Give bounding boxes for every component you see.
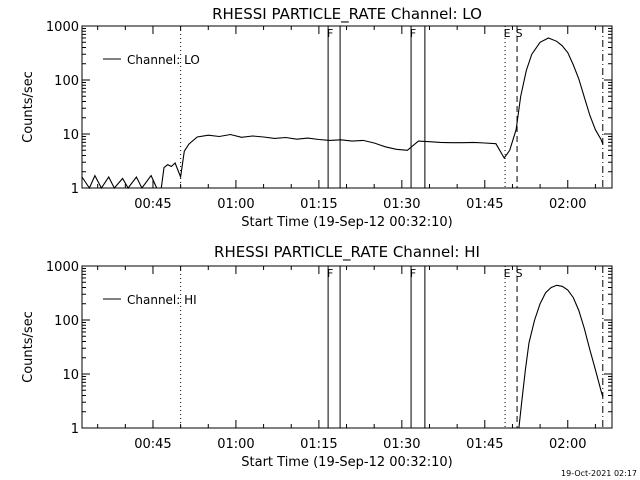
legend-label: Channel: HI bbox=[127, 293, 197, 307]
x-tick-label: 01:45 bbox=[466, 437, 503, 452]
x-axis-label: Start Time (19-Sep-12 00:32:10) bbox=[241, 455, 452, 470]
x-tick-label: 02:00 bbox=[549, 437, 586, 452]
y-tick-label: 1 bbox=[71, 422, 79, 437]
x-tick-label: 01:15 bbox=[300, 437, 337, 452]
chart-title: RHESSI PARTICLE_RATE Channel: LO bbox=[212, 5, 482, 24]
event-marker-label: F bbox=[410, 267, 416, 280]
plot-frame bbox=[81, 265, 613, 429]
y-tick-label: 100 bbox=[54, 74, 79, 89]
x-tick-label: 01:45 bbox=[466, 197, 503, 212]
y-tick-label: 1000 bbox=[46, 20, 79, 35]
y-tick-label: 1 bbox=[71, 182, 79, 197]
y-tick-label: 100 bbox=[54, 314, 79, 329]
x-tick-label: 00:45 bbox=[134, 197, 171, 212]
event-marker-label: S bbox=[516, 27, 523, 40]
x-tick-label: 02:00 bbox=[549, 197, 586, 212]
data-series-line bbox=[81, 37, 604, 190]
x-tick-label: 00:45 bbox=[134, 437, 171, 452]
event-marker-label: E bbox=[504, 27, 511, 40]
x-tick-label: 01:00 bbox=[217, 197, 254, 212]
y-tick-label: 1000 bbox=[46, 260, 79, 275]
x-axis-label: Start Time (19-Sep-12 00:32:10) bbox=[241, 215, 452, 230]
x-tick-label: 01:30 bbox=[383, 437, 420, 452]
event-marker-label: F bbox=[327, 27, 333, 40]
footer-timestamp: 19-Oct-2021 02:17 bbox=[561, 469, 637, 478]
event-marker-label: E bbox=[504, 267, 511, 280]
plot-frame bbox=[81, 25, 613, 189]
chart-title: RHESSI PARTICLE_RATE Channel: HI bbox=[214, 243, 480, 262]
x-tick-label: 01:30 bbox=[383, 197, 420, 212]
y-tick-label: 10 bbox=[62, 128, 79, 143]
event-marker-label: F bbox=[327, 267, 333, 280]
x-tick-label: 01:15 bbox=[300, 197, 337, 212]
data-series-line bbox=[518, 284, 604, 429]
y-axis-label: Counts/sec bbox=[21, 71, 36, 143]
y-tick-label: 10 bbox=[62, 368, 79, 383]
event-marker-label: S bbox=[516, 267, 523, 280]
event-marker-label: F bbox=[410, 27, 416, 40]
y-axis-label: Counts/sec bbox=[21, 311, 36, 383]
x-tick-label: 01:00 bbox=[217, 437, 254, 452]
legend-label: Channel: LO bbox=[127, 53, 200, 67]
